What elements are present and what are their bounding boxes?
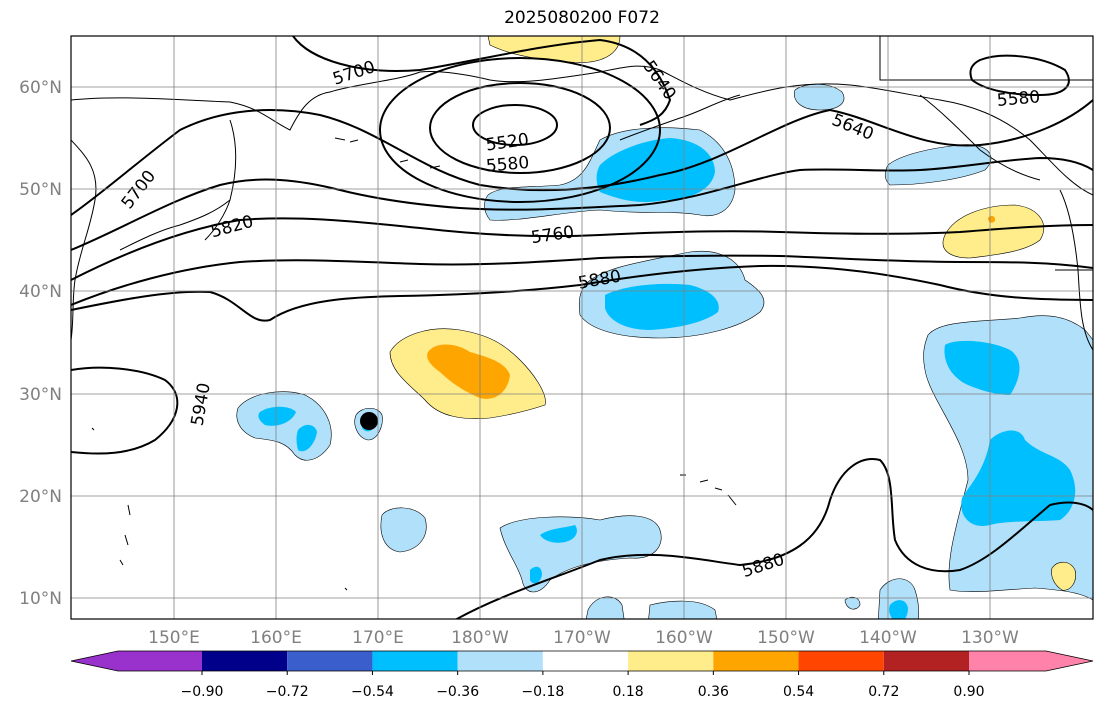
latitude-labels: 60°N 50°N 40°N 30°N 20°N 10°N [19,78,62,609]
lon-label: 170°E [352,628,404,648]
colorbar-segment [798,651,884,671]
lon-label: 180°W [451,628,509,648]
colorbar-segment [969,651,1093,671]
colorbar-outline [70,650,1094,672]
longitude-labels: 150°E 160°E 170°E 180°W 170°W 160°W 150°… [148,628,1019,648]
colorbar-segment [202,651,288,671]
lon-label: 160°E [250,628,302,648]
colorbar-tick-label: 0.90 [953,684,984,700]
colorbar-segment [883,651,969,671]
colorbar-tick-label: −0.90 [181,684,224,700]
colorbar-tick-label: 0.36 [698,684,729,700]
lon-label: 130°W [961,628,1019,648]
lat-label: 30°N [19,385,62,405]
lon-label: 160°W [655,628,713,648]
colorbar-segment [628,651,714,671]
lat-label: 60°N [19,78,62,98]
lat-label: 20°N [19,487,62,507]
contour-label: 5580 [996,87,1041,111]
lon-label: 150°E [148,628,200,648]
map-frame [70,35,1094,620]
lat-label: 50°N [19,180,62,200]
colorbar: −0.90 −0.72 −0.54 −0.36 −0.18 0.18 0.36 0.54 0.7… [70,650,1094,700]
gridlines [71,36,1093,619]
lat-label: 10°N [19,589,62,609]
colorbar-tick-label: −0.36 [436,684,479,700]
coastlines [71,36,1093,591]
colorbar-segment [542,651,629,671]
colorbar-segment [71,651,202,671]
lat-label: 40°N [19,282,62,302]
cyclone-marker [360,412,378,430]
lon-label: 170°W [553,628,611,648]
colorbar-segment [713,651,799,671]
colorbar-tick-label: −0.18 [521,684,564,700]
colorbar-tick-label: 0.54 [783,684,814,700]
lon-label: 150°W [757,628,815,648]
colorbar-tick-label: −0.54 [351,684,394,700]
map-title: 2025080200 F072 [504,8,660,28]
colorbar-segment [287,651,373,671]
colorbar-tick-label: 0.18 [613,684,644,700]
lon-label: 140°W [859,628,917,648]
colorbar-tick-label: −0.72 [266,684,309,700]
contour-label: 5580 [485,153,530,177]
colorbar-segment [457,651,543,671]
colorbar-segment [372,651,458,671]
colorbar-tick-label: 0.72 [868,684,899,700]
